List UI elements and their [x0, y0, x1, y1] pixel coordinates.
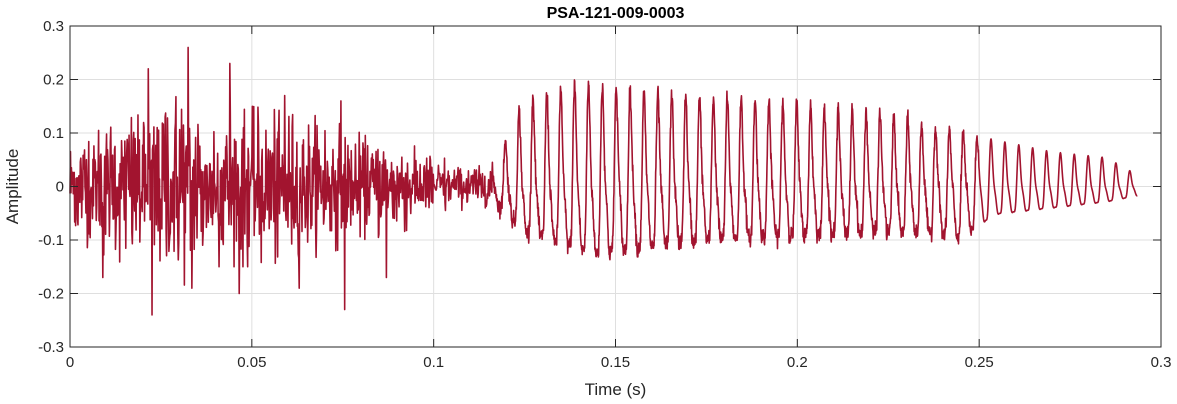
x-axis-title: Time (s): [585, 380, 647, 399]
y-tick-label: -0.1: [38, 232, 64, 249]
x-tick-label: 0.05: [237, 354, 266, 371]
y-tick-label: -0.3: [38, 339, 64, 356]
y-axis-title: Amplitude: [3, 149, 22, 225]
x-tick-label: 0.15: [601, 354, 630, 371]
y-tick-label: 0.1: [43, 125, 64, 142]
ticks: 0 0.05 0.1 0.15 0.2 0.25 0.3 -0.3 -0.2 -0.1 0 0.1 0.…: [38, 18, 1171, 371]
x-tick-label: 0: [66, 354, 74, 371]
x-tick-label: 0.25: [965, 354, 994, 371]
y-tick-label: 0: [56, 179, 64, 196]
y-tick-label: 0.3: [43, 18, 64, 35]
x-tick-label: 0.2: [787, 354, 808, 371]
series-layer: [69, 46, 1138, 316]
x-tick-label: 0.1: [423, 354, 444, 371]
x-tick-label: 0.3: [1151, 354, 1172, 371]
y-tick-label: 0.2: [43, 72, 64, 89]
chart-title: PSA-121-009-0003: [547, 5, 685, 22]
y-tick-label: -0.2: [38, 286, 64, 303]
waveform-line: [69, 46, 1138, 316]
